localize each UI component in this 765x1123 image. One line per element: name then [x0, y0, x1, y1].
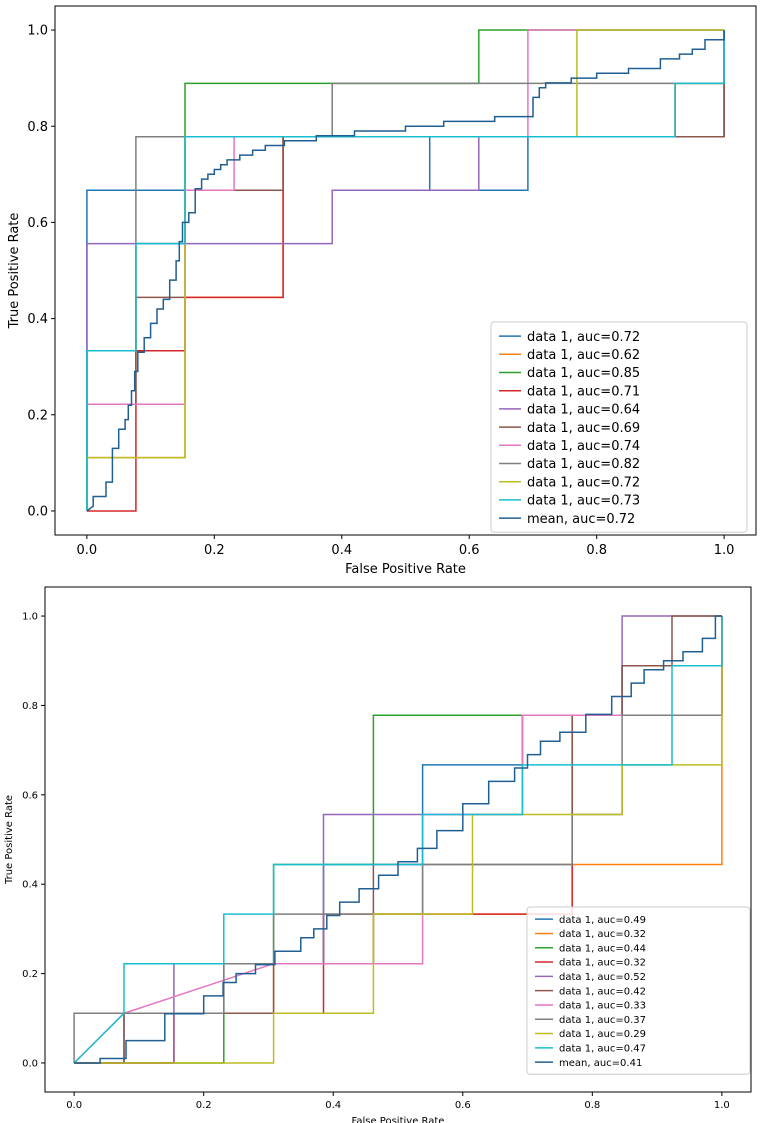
- x-tick-label: 0.2: [204, 543, 225, 558]
- legend-label: data 1, auc=0.82: [527, 457, 640, 472]
- legend-label: data 1, auc=0.74: [527, 439, 640, 454]
- legend-label: data 1, auc=0.44: [559, 943, 646, 954]
- roc-line-series-10: [86, 30, 725, 512]
- x-tick-label: 0.8: [586, 543, 607, 558]
- x-tick-label: 0.8: [584, 1100, 600, 1111]
- legend-label: data 1, auc=0.64: [527, 403, 640, 418]
- y-tick-label: 1.0: [22, 612, 38, 623]
- roc-line-series-10: [74, 615, 722, 1064]
- roc-line-series-6: [86, 29, 725, 511]
- legend-label: data 1, auc=0.69: [527, 421, 640, 436]
- legend-label: data 1, auc=0.49: [559, 915, 646, 926]
- legend-label: data 1, auc=0.47: [559, 1043, 646, 1054]
- y-tick-label: 0.2: [22, 969, 38, 980]
- legend: data 1, auc=0.49 data 1, auc=0.32 data 1, …: [526, 906, 751, 1075]
- roc-line-series-8: [74, 616, 723, 1064]
- x-tick-label: 0.0: [77, 543, 98, 558]
- x-tick-label: 0.0: [66, 1100, 82, 1111]
- legend-label: data 1, auc=0.71: [527, 384, 640, 399]
- legend-label: data 1, auc=0.32: [559, 929, 646, 940]
- axis-ticks: 0.0 0.2 0.4 0.6 0.8 1.0 0.0 0.2 0.4 0.6 0.8 1.0: [22, 612, 730, 1111]
- legend-label: data 1, auc=0.42: [559, 986, 646, 997]
- roc-line-series-9: [73, 616, 723, 1064]
- legend-label: data 1, auc=0.72: [527, 475, 640, 490]
- roc-chart-bottom: 0.0 0.2 0.4 0.6 0.8 1.0 0.0 0.2 0.4 0.6 0.8 1.0 Fals…: [4, 586, 752, 1123]
- x-tick-label: 0.4: [331, 543, 352, 558]
- legend-label: data 1, auc=0.85: [527, 366, 640, 381]
- legend-label: data 1, auc=0.52: [559, 972, 646, 983]
- plot-frame: [44, 586, 752, 1093]
- x-tick-label: 1.0: [714, 543, 735, 558]
- x-tick-label: 0.6: [459, 543, 480, 558]
- y-tick-label: 0.8: [27, 120, 48, 135]
- legend-label: data 1, auc=0.72: [527, 330, 640, 345]
- roc-line-series-7: [73, 616, 723, 1063]
- legend-label: data 1, auc=0.29: [559, 1029, 646, 1040]
- x-tick-label: 0.4: [325, 1100, 341, 1111]
- series-lines: [73, 615, 723, 1064]
- x-axis-label: False Positive Rate: [352, 1116, 445, 1123]
- y-tick-label: 0.6: [22, 790, 38, 801]
- legend-box: [490, 321, 748, 533]
- legend-box: [526, 906, 751, 1075]
- x-tick-label: 0.6: [455, 1100, 471, 1111]
- plot-frame: [54, 5, 757, 536]
- legend: data 1, auc=0.72 data 1, auc=0.62 data 1, …: [490, 321, 748, 533]
- y-tick-label: 0.4: [22, 880, 38, 891]
- legend-label: data 1, auc=0.32: [559, 958, 646, 969]
- roc-line-series-9: [86, 30, 725, 511]
- y-tick-label: 0.8: [22, 701, 38, 712]
- legend-label: data 1, auc=0.73: [527, 494, 640, 509]
- legend-label: mean, auc=0.72: [527, 512, 635, 527]
- legend-label: data 1, auc=0.37: [559, 1015, 646, 1026]
- x-tick-label: 1.0: [714, 1100, 730, 1111]
- x-tick-label: 0.2: [196, 1100, 212, 1111]
- y-tick-label: 0.0: [27, 505, 48, 520]
- legend-label: mean, auc=0.41: [559, 1058, 642, 1069]
- series-lines: [86, 29, 725, 512]
- y-axis-label: True Positive Rate: [4, 795, 15, 885]
- y-tick-label: 0.4: [27, 312, 48, 327]
- y-tick-label: 0.6: [27, 216, 48, 231]
- axis-ticks: 0.0 0.2 0.4 0.6 0.8 1.0 0.0 0.2 0.4 0.6 0.8 1.0: [27, 24, 734, 558]
- x-axis-label: False Positive Rate: [345, 562, 466, 577]
- legend-label: data 1, auc=0.33: [559, 1001, 646, 1012]
- y-tick-label: 0.2: [27, 408, 48, 423]
- roc-chart-top: 0.0 0.2 0.4 0.6 0.8 1.0 0.0 0.2 0.4 0.6 0.8 1.0 Fals…: [7, 5, 757, 577]
- legend-label: data 1, auc=0.62: [527, 348, 640, 363]
- y-tick-label: 0.0: [22, 1058, 38, 1069]
- y-axis-label: True Positive Rate: [7, 213, 22, 330]
- y-tick-label: 1.0: [27, 24, 48, 39]
